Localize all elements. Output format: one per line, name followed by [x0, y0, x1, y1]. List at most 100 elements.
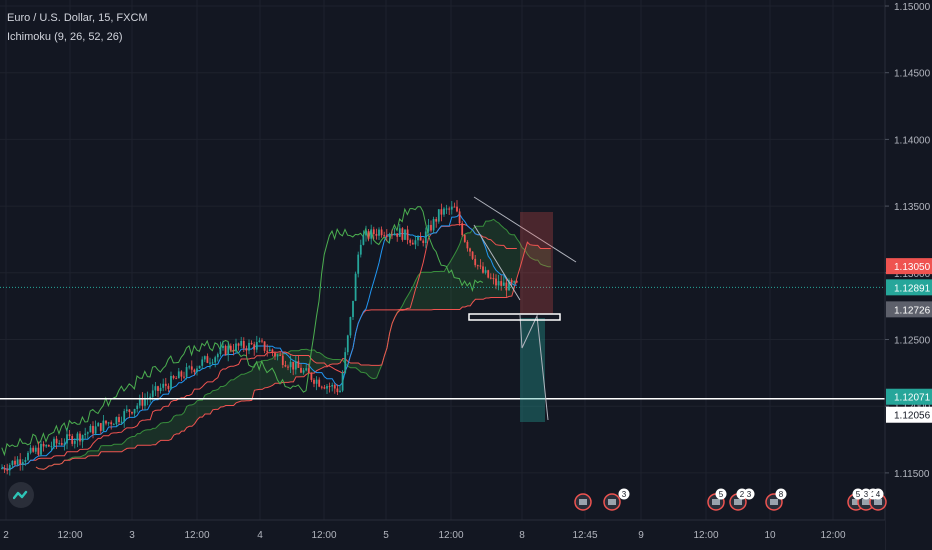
- price-label-box: [886, 258, 932, 275]
- candle-body: [141, 398, 144, 406]
- event-badges[interactable]: 352385314: [574, 488, 887, 511]
- candle-body: [193, 369, 196, 373]
- candle-body: [58, 443, 61, 445]
- candle-body: [162, 383, 165, 388]
- candle-body: [274, 353, 276, 357]
- flag-icon: [712, 499, 720, 505]
- candle-body: [271, 349, 274, 354]
- candle-body: [292, 361, 295, 370]
- candle-body: [94, 426, 97, 434]
- time-tick-label: 12:45: [572, 530, 597, 541]
- candle-body: [367, 231, 370, 239]
- price-label-box: [886, 388, 932, 405]
- candle-body: [105, 420, 107, 424]
- price-axis-background: [885, 0, 932, 550]
- event-count-label: 3: [747, 490, 752, 499]
- candle-body: [349, 317, 352, 336]
- candle-body: [76, 433, 79, 441]
- trendline-upper: [473, 196, 577, 263]
- drawings[interactable]: [0, 196, 885, 422]
- candle-body: [47, 444, 50, 447]
- candle-body: [235, 343, 237, 352]
- candle-body: [37, 447, 40, 455]
- candle-body: [190, 366, 193, 370]
- event-count-label: 4: [876, 490, 881, 499]
- candle-body: [185, 367, 188, 377]
- candle-body: [289, 361, 292, 368]
- event-count-label: 8: [779, 490, 784, 499]
- trendline-lower: [473, 224, 521, 301]
- time-tick-label: 12:00: [438, 530, 463, 541]
- candle-body: [383, 235, 386, 237]
- candle-body: [266, 350, 269, 352]
- time-axis[interactable]: 2 12:00 3 12:00 4 12:00 5 12:00 8 12:45 9 12:00 10 12…: [0, 519, 885, 550]
- event-count-badge: [775, 488, 787, 500]
- candle-body: [151, 390, 154, 397]
- price-axis[interactable]: 1.15000 1.14500 1.14000 1.13500 1.13000 1.125…: [884, 0, 932, 550]
- price-label-value: 1.12071: [894, 393, 931, 404]
- time-tick-label: 9: [638, 530, 644, 541]
- time-tick-label: 10: [764, 530, 776, 541]
- candle-body: [388, 234, 391, 237]
- time-tick-label: 2: [3, 530, 9, 541]
- candle-body: [466, 241, 469, 249]
- candle-body: [456, 206, 458, 212]
- candle-body: [346, 335, 349, 353]
- candle-body: [482, 266, 484, 273]
- symbol-title[interactable]: Euro / U.S. Dollar, 15, FXCM: [7, 12, 148, 24]
- candle-body: [201, 359, 204, 366]
- candle-body: [255, 342, 258, 350]
- candle-body: [336, 388, 339, 393]
- price-label-box: [886, 406, 932, 423]
- candle-body: [362, 235, 365, 245]
- candle-body: [300, 367, 302, 373]
- candle-body: [32, 447, 35, 452]
- price-label-value: 1.13050: [894, 262, 931, 273]
- price-tick-label: 1.12500: [894, 336, 931, 347]
- candle-body: [1, 468, 3, 470]
- candle-body: [110, 422, 113, 425]
- candle-body: [414, 240, 417, 245]
- candle-body: [50, 446, 53, 448]
- candle-body: [404, 229, 406, 240]
- candle-body: [495, 278, 497, 286]
- tradingview-logo[interactable]: [8, 482, 34, 508]
- candle-body: [89, 425, 92, 433]
- candle-body: [352, 300, 354, 318]
- candle-body: [435, 219, 438, 222]
- candle-body: [203, 356, 206, 360]
- candle-body: [370, 229, 373, 239]
- candle-body: [172, 375, 175, 379]
- senkou-span-b-line: [35, 241, 551, 470]
- time-tick-label: 12:00: [311, 530, 336, 541]
- candle-body: [11, 460, 14, 466]
- indicator-title[interactable]: Ichimoku (9, 26, 52, 26): [7, 31, 123, 43]
- candle-body: [24, 459, 27, 463]
- candle-body: [164, 383, 167, 386]
- candle-body: [284, 365, 287, 367]
- candle-body: [323, 387, 326, 389]
- time-tick-label: 5: [383, 530, 389, 541]
- candle-body: [261, 340, 263, 342]
- candle-body: [133, 408, 136, 414]
- candle-body: [297, 361, 300, 368]
- candle-body: [513, 281, 516, 283]
- candle-body: [21, 462, 24, 465]
- flag-icon: [608, 499, 616, 505]
- flag-icon: [734, 499, 742, 505]
- candle-body: [500, 281, 503, 286]
- event-count-label: 3: [622, 490, 627, 499]
- candle-body: [401, 228, 404, 240]
- candle-body: [102, 420, 105, 431]
- candle-body: [107, 422, 110, 424]
- price-label-box: [886, 279, 932, 296]
- candle-body: [34, 447, 37, 452]
- candle-body: [385, 235, 388, 237]
- candle-body: [144, 399, 146, 406]
- candle-body: [357, 254, 360, 274]
- candle-body: [79, 433, 81, 442]
- candle-body: [489, 277, 492, 279]
- candle-body: [253, 344, 256, 350]
- candle-body: [380, 229, 383, 236]
